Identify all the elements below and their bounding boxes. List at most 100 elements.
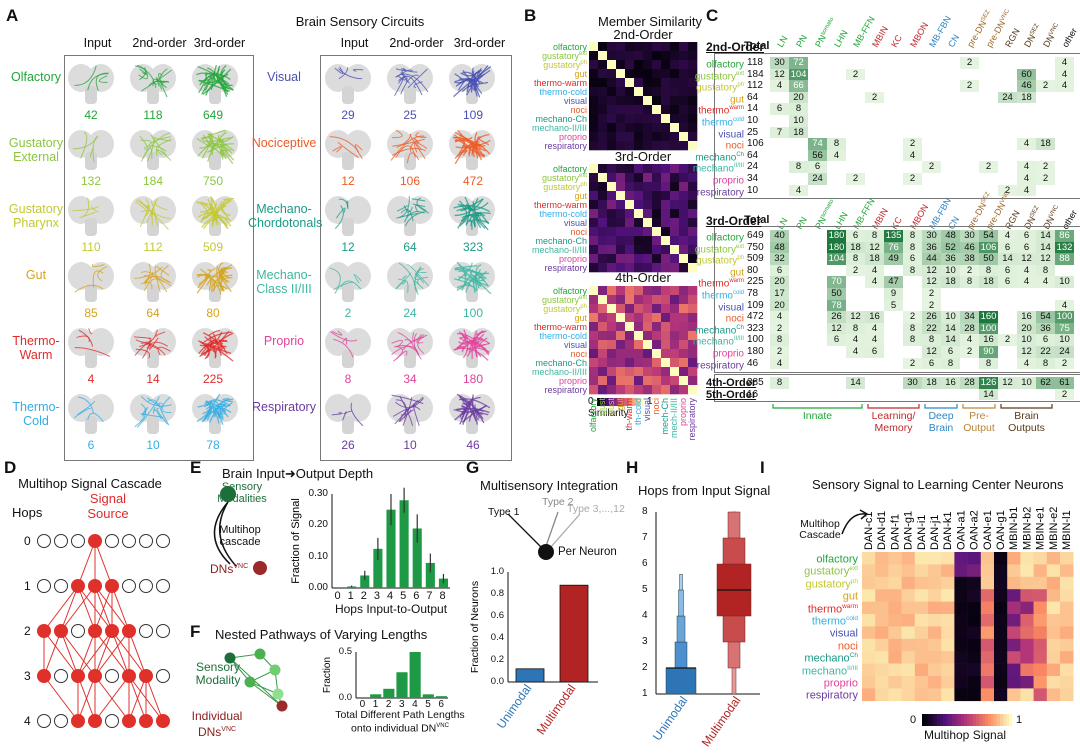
table-cell: 34 bbox=[960, 311, 979, 323]
table-cell: 32 bbox=[770, 253, 789, 265]
heatmap-cell bbox=[643, 182, 652, 191]
heatmap-cell bbox=[875, 602, 888, 615]
heatmap-cell bbox=[643, 358, 652, 367]
heatmap-cell bbox=[616, 123, 625, 132]
table-cell bbox=[808, 80, 827, 92]
table-cell bbox=[865, 185, 884, 197]
heatmap-cell bbox=[1007, 564, 1020, 577]
col-header-sup: somato bbox=[820, 16, 835, 37]
heatmap-cell bbox=[954, 651, 967, 664]
table-cell: 54 bbox=[979, 230, 998, 242]
heatmap-cell bbox=[915, 589, 928, 602]
heatmap-cell bbox=[1060, 651, 1073, 664]
heatmap-cell bbox=[652, 60, 661, 69]
table-cell: 2 bbox=[922, 288, 941, 300]
heatmap-cell bbox=[1007, 552, 1020, 565]
table-cell bbox=[1017, 103, 1036, 115]
table-cell bbox=[789, 276, 808, 288]
table-cell bbox=[903, 127, 922, 139]
table-cell bbox=[941, 69, 960, 81]
heatmap-cell bbox=[968, 688, 981, 701]
table-cell: 4 bbox=[1017, 276, 1036, 288]
y-axis-label: Fraction of Neurons bbox=[469, 581, 481, 673]
heatmap-cell bbox=[875, 639, 888, 652]
heatmap-cell bbox=[616, 69, 625, 78]
heatmap-cell bbox=[589, 51, 598, 60]
heatmap-cell bbox=[915, 676, 928, 689]
heatmap-cell bbox=[902, 552, 915, 565]
heatmap-cell bbox=[652, 340, 661, 349]
heatmap-cell bbox=[643, 376, 652, 385]
row-label-sup: ph bbox=[580, 60, 587, 66]
heatmap-cell bbox=[1034, 676, 1047, 689]
heatmap-cell bbox=[915, 564, 928, 577]
type1-arrow bbox=[508, 514, 542, 548]
table-cell bbox=[808, 253, 827, 265]
table-cell: 106 bbox=[979, 242, 998, 254]
heatmap-cell bbox=[1034, 651, 1047, 664]
table-cell: 40 bbox=[770, 230, 789, 242]
panel-a-count: 64 bbox=[385, 240, 435, 254]
table-cell: 86 bbox=[1055, 230, 1074, 242]
colorbar-step bbox=[961, 714, 964, 726]
heatmap-cell bbox=[968, 639, 981, 652]
table-cell: 2 bbox=[903, 173, 922, 185]
heatmap-cell bbox=[652, 254, 661, 263]
table-row-total: 25 bbox=[747, 127, 769, 138]
heatmap-cell bbox=[1020, 564, 1033, 577]
table-cell: 18 bbox=[941, 276, 960, 288]
heatmap-cell bbox=[589, 286, 598, 295]
table-cell: 4 bbox=[960, 334, 979, 346]
boxen-box bbox=[679, 590, 684, 616]
table-cell: 36 bbox=[941, 253, 960, 265]
heatmap-cell bbox=[888, 639, 901, 652]
heatmap-cell bbox=[915, 639, 928, 652]
column-label: DAN-j1 bbox=[929, 515, 941, 550]
pathway-node bbox=[270, 665, 281, 676]
table-cell bbox=[865, 300, 884, 312]
active-node bbox=[157, 715, 170, 728]
table-cell bbox=[846, 115, 865, 127]
table-cell bbox=[865, 57, 884, 69]
table-cell bbox=[922, 389, 941, 401]
table-cell: 74 bbox=[808, 138, 827, 150]
inactive-node bbox=[55, 670, 68, 683]
heatmap-cell bbox=[941, 626, 954, 639]
heatmap-cell bbox=[941, 589, 954, 602]
heatmap-cell bbox=[625, 254, 634, 263]
table-cell bbox=[941, 138, 960, 150]
heatmap-cell bbox=[607, 218, 616, 227]
heatmap-cell bbox=[634, 87, 643, 96]
heatmap-cell bbox=[661, 173, 670, 182]
heatmap-cell bbox=[589, 295, 598, 304]
heatmap-cell bbox=[968, 614, 981, 627]
table-cell: 54 bbox=[1036, 311, 1055, 323]
table-cell bbox=[1055, 288, 1074, 300]
table-cell: 2 bbox=[903, 138, 922, 150]
heatmap-cell bbox=[625, 182, 634, 191]
panel-h-letter: H bbox=[626, 458, 638, 478]
table-cell: 46 bbox=[960, 242, 979, 254]
table-cell bbox=[1036, 288, 1055, 300]
table-row-total: 78 bbox=[747, 288, 769, 299]
heatmap-cell bbox=[643, 78, 652, 87]
table-col-header: PN bbox=[794, 33, 809, 49]
inactive-node bbox=[157, 625, 170, 638]
table-cell: 8 bbox=[846, 253, 865, 265]
table-row-total: 323 bbox=[747, 323, 769, 334]
heatmap-cell bbox=[607, 105, 616, 114]
heatmap-cell bbox=[598, 96, 607, 105]
table-cell: 180 bbox=[827, 230, 846, 242]
table-cell bbox=[941, 389, 960, 401]
heatmap-cell bbox=[941, 664, 954, 677]
brain-morphology-icon bbox=[130, 394, 176, 434]
table-cell bbox=[903, 57, 922, 69]
table-cell bbox=[1055, 161, 1074, 173]
hops-label: Hops bbox=[12, 505, 42, 520]
table-cell bbox=[922, 127, 941, 139]
table-cell: 18 bbox=[846, 242, 865, 254]
table-cell bbox=[884, 80, 903, 92]
cascade-edge bbox=[146, 676, 163, 721]
hop-number: 4 bbox=[24, 714, 31, 728]
heatmap-cell bbox=[652, 51, 661, 60]
